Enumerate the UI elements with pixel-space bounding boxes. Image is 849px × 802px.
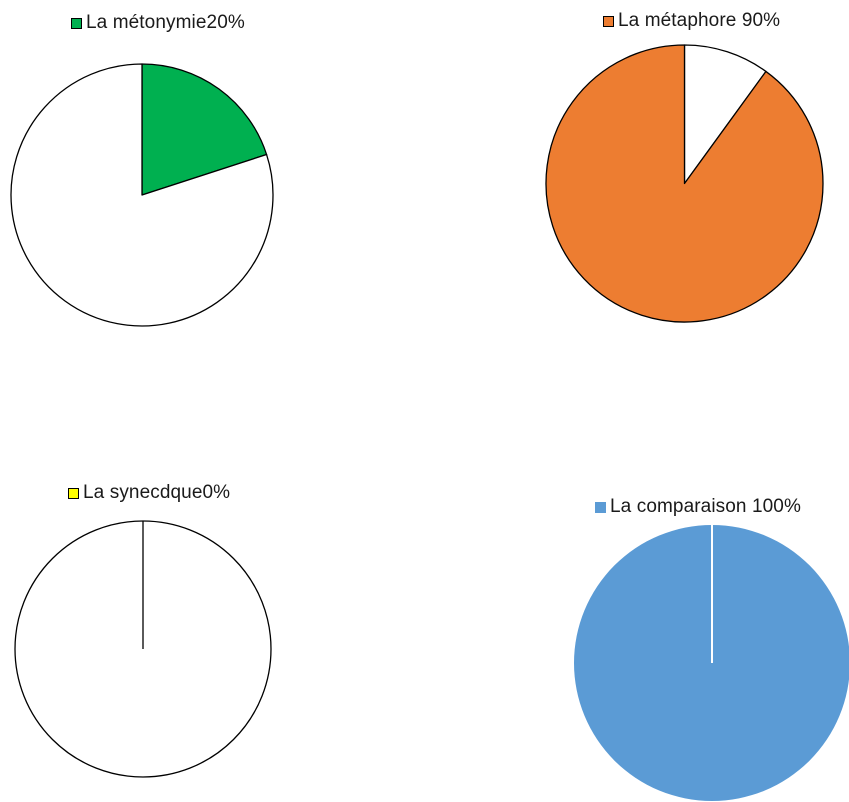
pie-plot [574,525,849,801]
pie-chart-comparaison: La comparaison 100% [424,398,849,801]
pie-slice [683,44,767,185]
legend-swatch [68,487,79,499]
chart-legend: La comparaison 100% [595,496,801,518]
pie-chart-synecdoque: La synecdque0% [0,398,424,796]
pie-slice [10,63,274,327]
pie-plot [10,63,274,327]
pie-chart-metaphore: La métaphore 90% [424,0,849,398]
legend-label: La métaphore 90% [618,10,781,31]
legend-label: La synecdque0% [83,482,231,503]
chart-legend: La métaphore 90% [603,10,780,32]
chart-legend: La métonymie20% [71,12,245,34]
pie-plot [545,44,824,323]
legend-swatch [603,15,614,27]
legend-swatch [595,501,606,513]
pie-chart-metonymie: La métonymie20% [0,0,424,398]
legend-label: La métonymie20% [86,12,245,33]
legend-label: La comparaison 100% [610,496,801,517]
chart-legend: La synecdque0% [68,482,230,504]
pie-plot [14,520,272,778]
legend-swatch [71,17,82,29]
pie-slice [545,44,824,323]
pie-slice [141,63,268,196]
